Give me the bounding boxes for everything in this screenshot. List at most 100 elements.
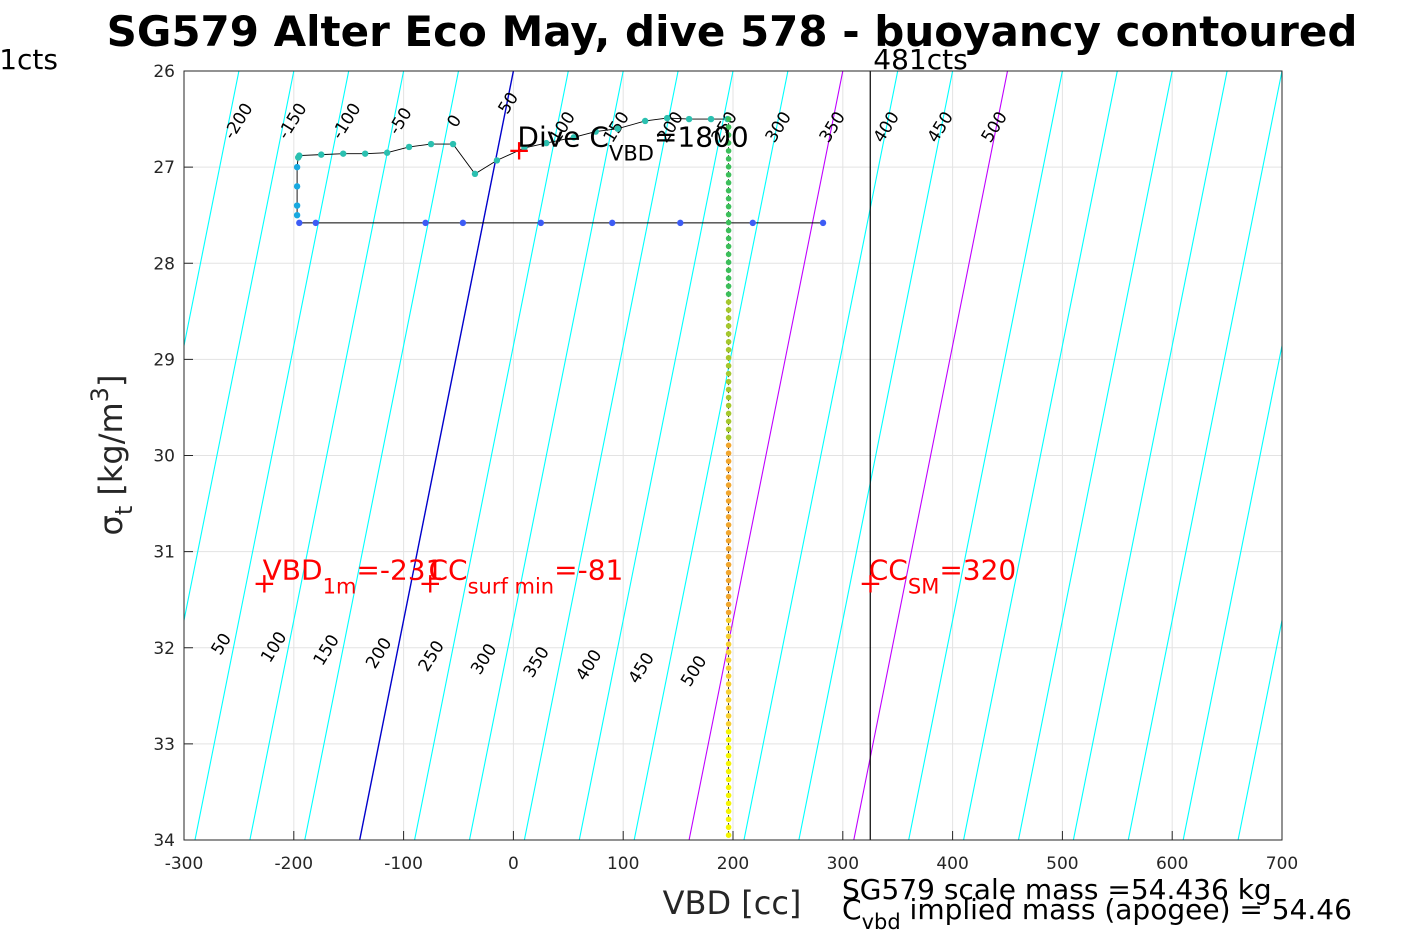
ascent-point — [293, 183, 301, 190]
vertical-profile-point — [725, 689, 732, 695]
contour-line — [633, 71, 789, 840]
descent-point — [819, 219, 827, 227]
vertical-profile-point — [725, 522, 732, 528]
vertical-profile-point — [725, 323, 732, 329]
vertical-profile-point — [725, 641, 732, 648]
buoyancy-contours — [184, 71, 1417, 840]
descent-point — [296, 219, 303, 227]
vertical-profile-point — [725, 633, 732, 640]
contour-upper-label: -200 — [220, 100, 257, 143]
contour-line — [249, 71, 405, 840]
contour-line — [908, 71, 1063, 840]
vertical-profile-point — [725, 410, 732, 417]
vertical-profile-point — [725, 251, 732, 258]
vertical-profile-point — [725, 585, 732, 592]
contour-line — [358, 71, 515, 840]
contour-upper-label: 400 — [870, 108, 904, 146]
ascent-point — [685, 115, 693, 123]
contour-line — [414, 71, 569, 840]
x-tick-label: 200 — [717, 854, 749, 874]
contour-upper-label: 300 — [762, 108, 796, 146]
vertical-profile-point — [725, 569, 732, 576]
vertical-profile-point — [725, 816, 732, 823]
descent-point — [422, 219, 429, 227]
contour-lower-label: 350 — [520, 643, 554, 681]
contour-line — [1127, 71, 1282, 840]
y-tick-label: 28 — [153, 254, 175, 274]
x-tick-label: 500 — [1046, 854, 1078, 874]
contour-line — [468, 71, 624, 840]
vertical-profile-point — [725, 164, 732, 170]
vertical-profile-point — [725, 657, 732, 663]
ascent-point — [405, 143, 413, 151]
vertical-profile-point — [725, 187, 732, 194]
ascent-point — [592, 128, 599, 135]
vertical-profile-point — [725, 243, 732, 250]
ascent-point — [663, 114, 671, 122]
axis-ticks: -300 -200 -100 0 100 200 300 400 500 600 700 26 27 28… — [153, 62, 1298, 874]
contour-line — [743, 71, 899, 840]
vertical-profile-point — [725, 466, 732, 472]
ascent-point — [293, 211, 301, 219]
vertical-profile-point — [725, 577, 732, 584]
contour-line — [1182, 342, 1282, 840]
vertical-profile-point — [725, 498, 732, 504]
vertical-profile-point — [725, 275, 732, 282]
descent-point — [537, 219, 545, 227]
annotation-text: Dive CVBD=1800 — [517, 121, 748, 166]
vertical-profile-point — [725, 824, 732, 831]
vertical-profile-point — [725, 179, 732, 186]
vertical-profile-point — [725, 331, 732, 337]
vertical-profile-point — [725, 354, 732, 361]
vertical-profile-point — [725, 673, 732, 679]
vertical-profile-point — [725, 784, 732, 791]
vertical-profile-point — [725, 156, 732, 162]
ascent-point — [361, 150, 369, 157]
contour-upper-label: 500 — [978, 108, 1012, 146]
vertical-profile-point — [725, 394, 732, 401]
contour-lower-label: 500 — [677, 652, 711, 690]
ascent-point — [493, 157, 501, 164]
ascent-point — [521, 144, 528, 152]
vertical-profile-point — [725, 760, 732, 767]
vertical-profile-point — [725, 140, 732, 146]
dive-profile — [293, 114, 827, 838]
contour-line — [194, 71, 350, 840]
vertical-profile-point — [725, 307, 732, 313]
contour-lower-label: 400 — [572, 646, 606, 684]
vertical-profile-point — [725, 506, 732, 512]
vertical-profile-point — [725, 832, 732, 838]
vertical-profile-point — [725, 434, 732, 441]
vertical-profile-point — [725, 768, 732, 775]
contour-lower-label: 300 — [467, 640, 501, 678]
contour-line — [1403, 71, 1417, 840]
x-tick-label: -200 — [275, 854, 314, 874]
vertical-profile-point — [725, 267, 732, 274]
vertical-profile-point — [725, 195, 732, 202]
y-tick-label: 30 — [153, 447, 175, 467]
ascent-point — [449, 140, 457, 148]
vertical-profile-point — [725, 490, 732, 496]
y-axis-label: σt [kg/m3] — [86, 375, 138, 536]
vertical-profile-point — [725, 426, 732, 433]
ascent-point — [383, 149, 391, 156]
contour-labels: -200-150-100-500501001502002503003504004… — [208, 89, 1012, 691]
annotations: +VBD1m=-231+CCsurf min=-81 +CCSM=320+Dive… — [253, 121, 1017, 600]
vertical-profile-point — [725, 482, 732, 488]
contour-upper-label: -100 — [328, 100, 365, 143]
annotation-text: VBD1m=-231 — [263, 553, 444, 598]
annotation-marker: + — [859, 566, 882, 599]
x-tick-label: 600 — [1156, 854, 1188, 874]
vertical-profile-point — [725, 530, 732, 536]
vertical-profile-point — [725, 259, 732, 266]
contour-upper-label: -150 — [274, 100, 311, 143]
x-tick-label: 700 — [1266, 854, 1298, 874]
vertical-profile-point — [725, 609, 732, 616]
reference-line-label: 1cts — [0, 43, 58, 76]
ascent-point — [293, 202, 301, 209]
contour-line — [1072, 71, 1228, 840]
vertical-profile-point — [725, 116, 732, 122]
vertical-profile-point — [725, 219, 732, 226]
vertical-profile-point — [725, 362, 732, 369]
vertical-profile-point — [725, 386, 732, 393]
